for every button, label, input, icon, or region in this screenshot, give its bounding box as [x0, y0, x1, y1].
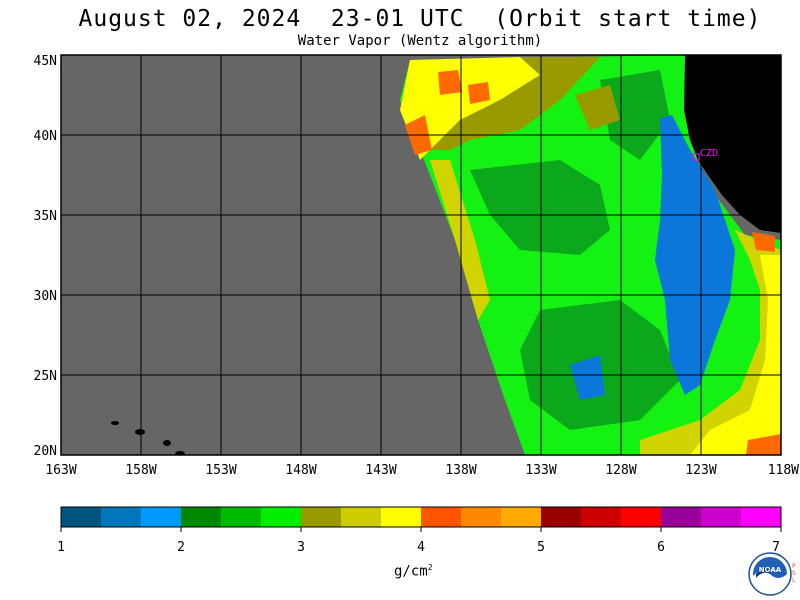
colorbar-segment: [301, 507, 342, 527]
blue-patch-south: [570, 355, 605, 400]
lon-label: 123W: [685, 463, 716, 478]
psl-letter: P: [792, 563, 796, 570]
map-layers: [61, 55, 781, 455]
colorbar-tick-label: 7: [772, 540, 780, 555]
lat-label: 35N: [34, 209, 57, 224]
lat-label: 40N: [34, 129, 57, 144]
lon-label: 118W: [768, 463, 799, 478]
lat-label: 25N: [34, 369, 57, 384]
orange-patch-2: [438, 70, 462, 95]
colorbar-segment: [381, 507, 422, 527]
logo-text: NOAA: [759, 566, 782, 574]
colorbar-segment: [181, 507, 222, 527]
swath-yellow-east: [690, 255, 781, 455]
lon-label: 138W: [445, 463, 476, 478]
colorbar-segment: [581, 507, 622, 527]
swath-yellow-north: [400, 57, 540, 160]
colorbar-segment: [501, 507, 542, 527]
lat-label: 20N: [34, 444, 57, 459]
map-grid: [61, 55, 781, 455]
swath-yellowgreen-east: [640, 230, 781, 455]
colorbar-segment: [101, 507, 142, 527]
orange-east-1: [752, 232, 775, 252]
unit-exponent: 2: [427, 563, 433, 572]
orange-east-2: [746, 434, 781, 455]
lon-label: 128W: [605, 463, 636, 478]
noaa-logo-icon: NOAA: [748, 552, 792, 596]
colorbar-segment: [341, 507, 382, 527]
lon-label: 143W: [365, 463, 396, 478]
unit-text: g/cm: [394, 563, 428, 580]
colorbar-segment: [621, 507, 662, 527]
colorbar-segment: [261, 507, 302, 527]
colorbar-segment: [541, 507, 582, 527]
colorbar-tick-label: 2: [177, 540, 185, 555]
lat-labels: 45N 40N 35N 30N 25N 20N: [34, 54, 57, 459]
colorbar-segment: [701, 507, 742, 527]
island: [163, 440, 171, 446]
lat-label: 45N: [34, 54, 57, 69]
lon-labels: 163W 158W 153W 148W 143W 138W 133W 128W …: [45, 463, 799, 478]
colorbar-segment: [61, 507, 102, 527]
island: [135, 429, 145, 435]
island: [175, 451, 185, 455]
colorbar-segment: [461, 507, 502, 527]
orange-patch-3: [468, 82, 490, 104]
psl-letter: L: [792, 577, 796, 584]
colorbar-segment: [221, 507, 262, 527]
darkgreen-blob-3: [600, 70, 670, 160]
colorbar-tick-label: 4: [417, 540, 425, 555]
map-frame: [60, 54, 782, 456]
colorbar-tick-label: 5: [537, 540, 545, 555]
colorbar-ticks: 1 2 3 4 5 6 7: [57, 527, 782, 555]
colorbar-segment: [141, 507, 182, 527]
olive-blob-mid: [575, 85, 620, 130]
map-title: August 02, 2024 23-01 UTC (Orbit start t…: [78, 6, 762, 32]
darkgreen-blob-1: [470, 160, 610, 255]
colorbar-tick-label: 6: [657, 540, 665, 555]
map-subtitle: Water Vapor (Wentz algorithm): [297, 33, 543, 49]
lon-label: 133W: [525, 463, 556, 478]
colorbar-tick-label: 1: [57, 540, 65, 555]
colorbar: [61, 507, 782, 527]
colorbar-unit: g/cm2: [394, 563, 433, 580]
island: [111, 421, 119, 425]
lon-label: 158W: [125, 463, 156, 478]
swath-olive-north: [430, 57, 600, 150]
land-mass: [684, 55, 781, 233]
colorbar-segment: [741, 507, 782, 527]
psl-letter: S: [792, 570, 796, 577]
blue-coastal-band: [655, 115, 735, 395]
colorbar-tick-label: 3: [297, 540, 305, 555]
lat-label: 30N: [34, 289, 57, 304]
swath-yellowgreen-west: [430, 160, 490, 320]
station-label: CZD: [700, 148, 718, 159]
lon-label: 163W: [45, 463, 76, 478]
lon-label: 153W: [205, 463, 236, 478]
lon-label: 148W: [285, 463, 316, 478]
colorbar-segment: [661, 507, 702, 527]
station-marker: CZD: [692, 148, 718, 161]
colorbar-segment: [421, 507, 462, 527]
